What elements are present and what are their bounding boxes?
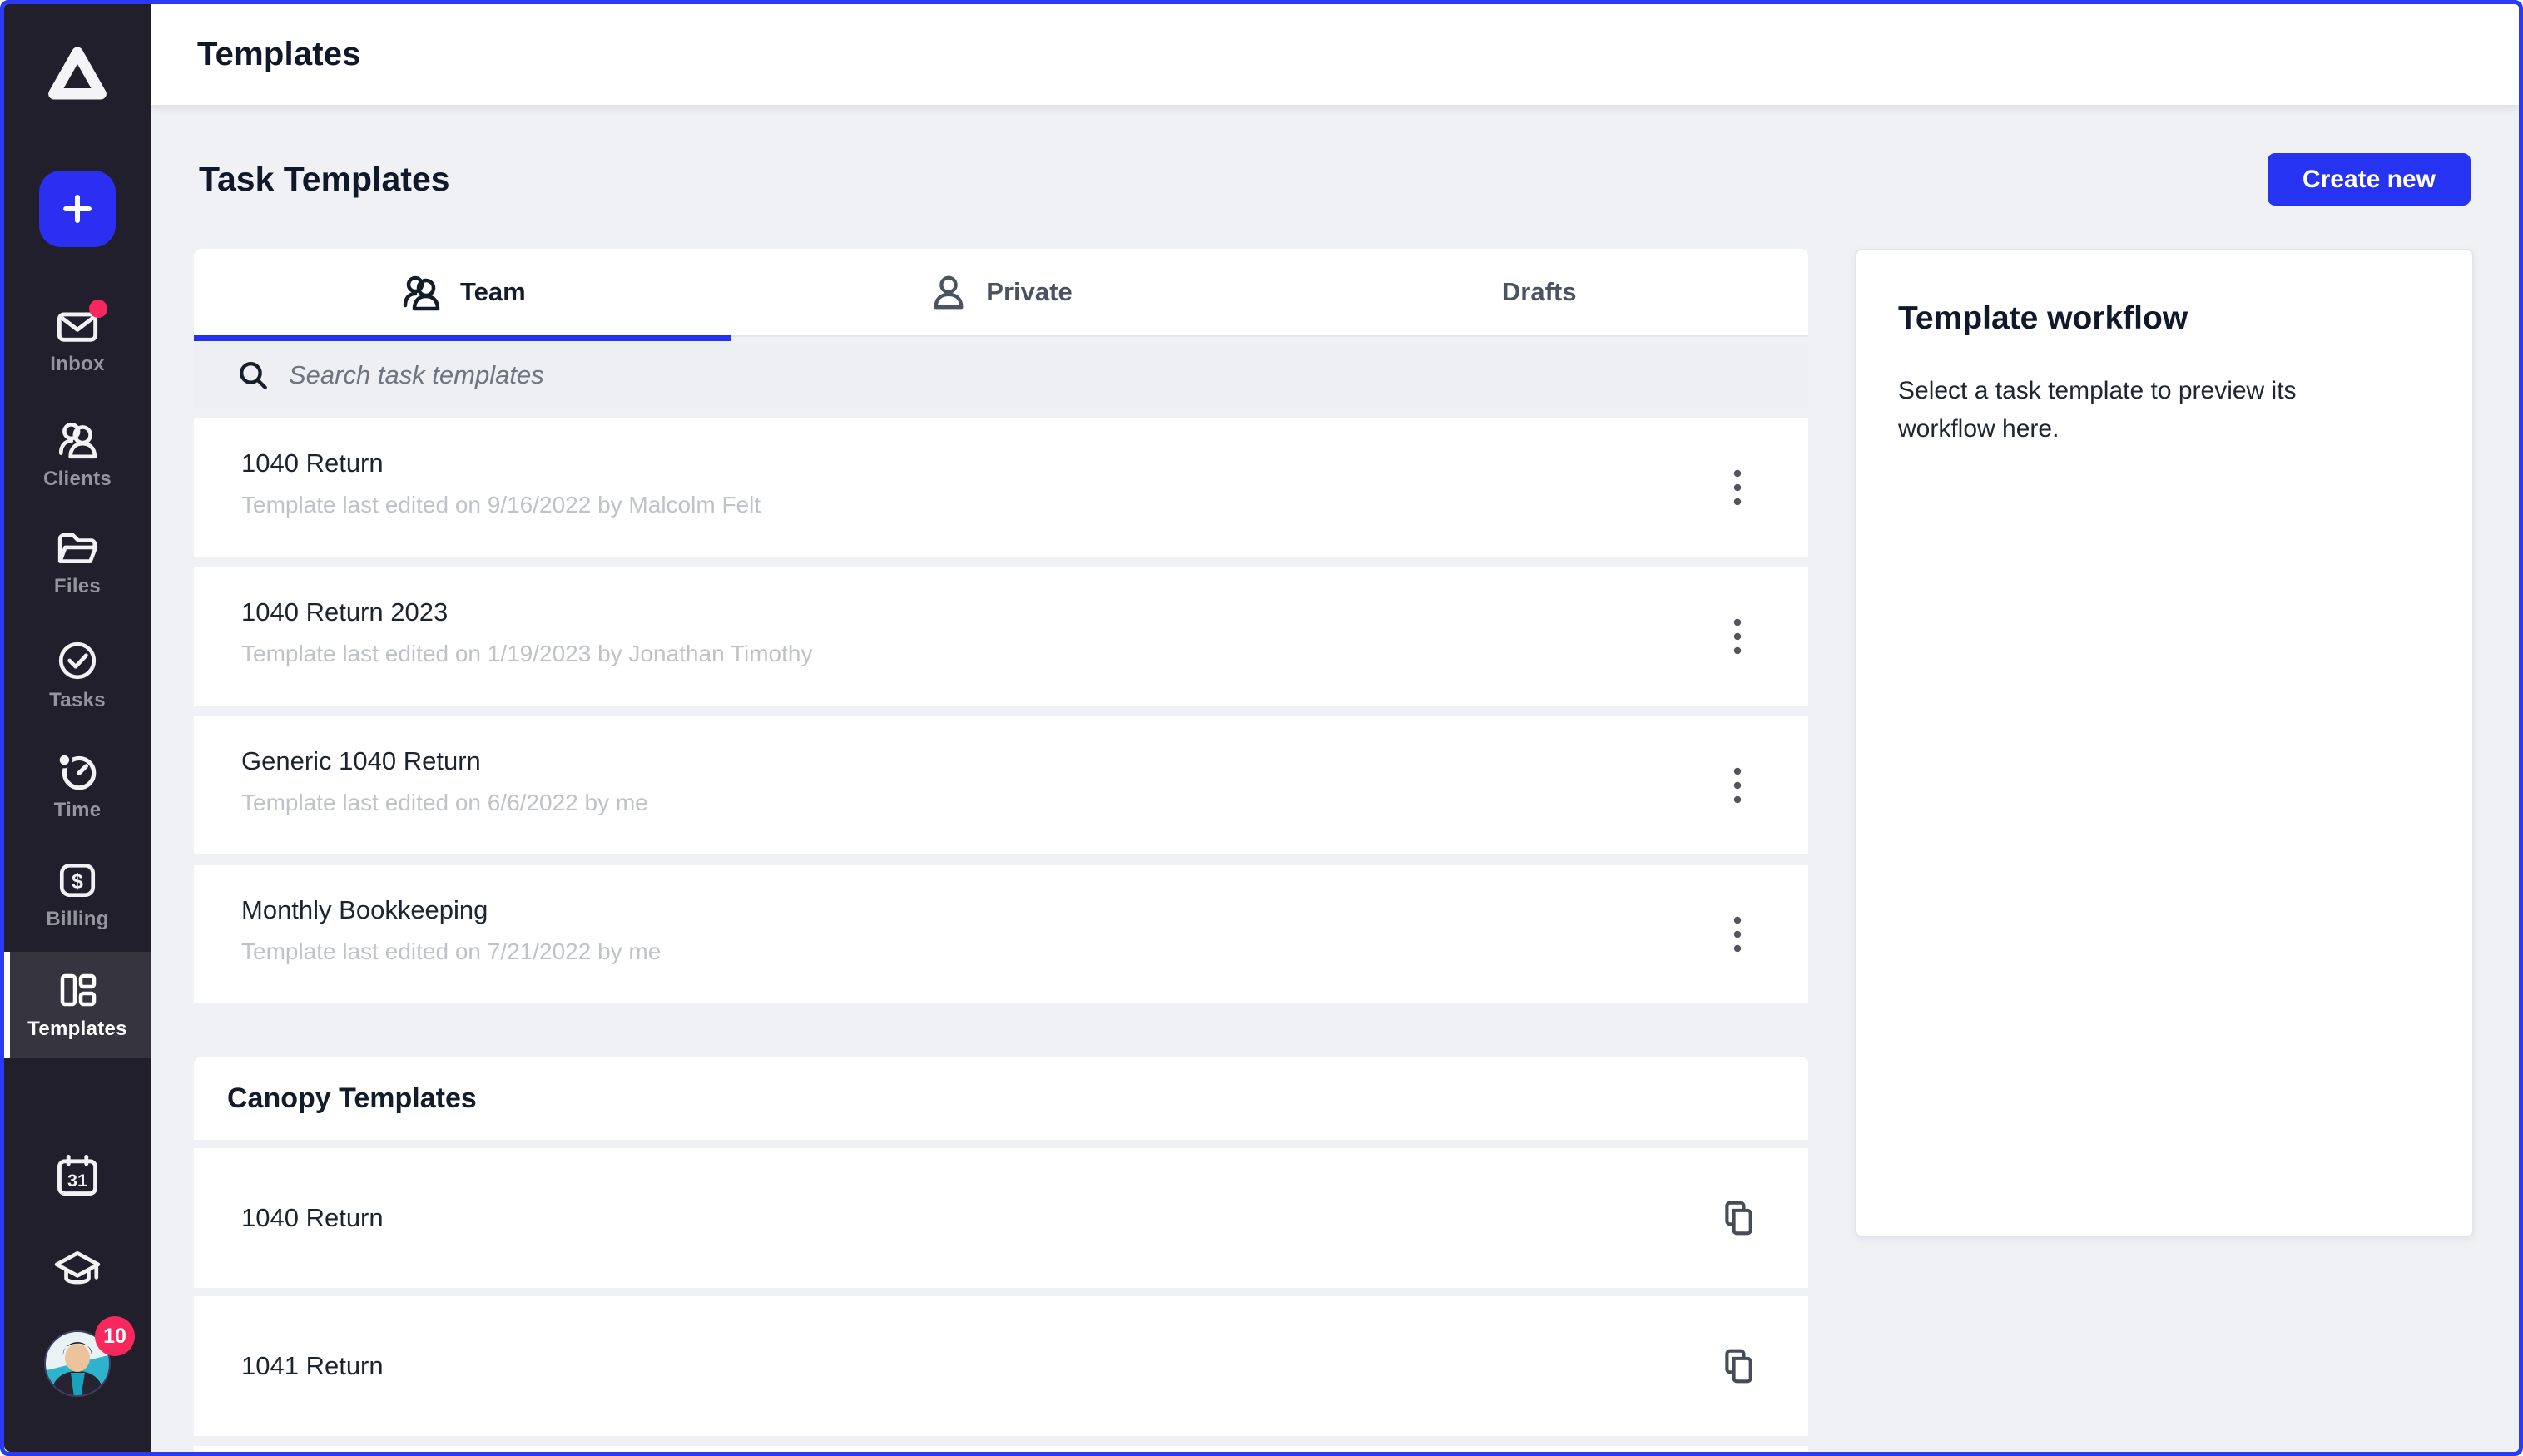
kebab-menu-icon: [1733, 618, 1742, 655]
canopy-template-name: 1040 Return: [241, 1203, 384, 1232]
template-row[interactable]: 1040 Return Template last edited on 9/16…: [194, 418, 1808, 557]
inbox-notification-dot: [89, 300, 107, 318]
row-menu-button[interactable]: [1725, 759, 1750, 812]
sidebar: Inbox Clients Files: [4, 4, 151, 1452]
template-name: Monthly Bookkeeping: [241, 895, 488, 924]
sidebar-item-label: Templates: [27, 1017, 127, 1040]
sidebar-item-label: Files: [53, 575, 102, 597]
tab-drafts[interactable]: Drafts: [1270, 249, 1808, 335]
active-tab-indicator: [194, 335, 731, 341]
template-name: 1040 Return: [241, 448, 384, 478]
copy-icon: [1725, 1349, 1752, 1384]
canopy-templates-header: Canopy Templates: [194, 1057, 1808, 1140]
tabs: Team Private Drafts: [194, 249, 1808, 341]
row-menu-button[interactable]: [1725, 610, 1750, 663]
template-name: Generic 1040 Return: [241, 746, 481, 775]
sidebar-item-files[interactable]: Files: [4, 529, 151, 598]
canopy-template-row-clipped: [194, 1446, 1808, 1452]
sidebar-item-inbox[interactable]: Inbox: [4, 300, 151, 376]
copy-icon: [1725, 1201, 1752, 1236]
duplicate-template-button[interactable]: [1722, 1199, 1757, 1237]
template-row[interactable]: 1040 Return 2023 Template last edited on…: [194, 567, 1808, 706]
templates-column: Team Private Drafts: [194, 249, 1808, 1452]
tab-private[interactable]: Private: [732, 249, 1271, 335]
template-workflow-panel: Template workflow Select a task template…: [1855, 249, 2474, 1237]
svg-text:31: 31: [67, 1171, 87, 1191]
template-meta: Template last edited on 6/6/2022 by me: [241, 790, 648, 815]
search-bar: [194, 343, 1808, 408]
duplicate-template-button[interactable]: [1722, 1347, 1757, 1385]
sidebar-item-education[interactable]: [4, 1247, 151, 1290]
sidebar-item-templates[interactable]: Templates: [4, 952, 151, 1058]
graduation-cap-icon: [53, 1247, 102, 1290]
clients-people-icon: [56, 418, 99, 460]
calendar-icon: 31: [54, 1153, 101, 1198]
canopy-logo: [4, 46, 151, 101]
template-meta: Template last edited on 7/21/2022 by me: [241, 938, 662, 964]
canopy-template-row[interactable]: 1040 Return: [194, 1148, 1808, 1288]
search-input[interactable]: [289, 360, 1808, 390]
team-people-icon: [403, 275, 440, 311]
page-header: Templates: [151, 4, 2519, 105]
section-title: Task Templates: [199, 160, 450, 198]
canopy-template-row[interactable]: 1041 Return: [194, 1296, 1808, 1436]
row-menu-button[interactable]: [1725, 461, 1750, 514]
template-meta: Template last edited on 1/19/2023 by Jon…: [241, 641, 813, 666]
workflow-panel-title: Template workflow: [1898, 300, 2188, 336]
canopy-triangle-icon: [48, 47, 107, 100]
row-menu-button[interactable]: [1725, 908, 1750, 961]
canopy-template-name: 1041 Return: [241, 1351, 384, 1380]
kebab-menu-icon: [1733, 916, 1742, 953]
private-person-icon: [934, 275, 964, 310]
sidebar-item-label: Tasks: [49, 689, 106, 711]
workflow-panel-description: Select a task template to preview its wo…: [1898, 377, 2297, 443]
files-folder-icon: [56, 529, 99, 567]
sidebar-item-label: Time: [53, 799, 102, 821]
tab-label: Team: [459, 277, 526, 306]
svg-text:$: $: [72, 869, 83, 893]
sidebar-item-label: Inbox: [50, 353, 105, 375]
main-content: Task Templates Create new: [151, 105, 2519, 1452]
template-name: 1040 Return 2023: [241, 597, 449, 626]
sidebar-item-tasks[interactable]: Tasks: [4, 640, 151, 712]
billing-dollar-icon: $: [56, 860, 99, 900]
search-icon: [240, 362, 267, 389]
time-timer-icon: [56, 750, 99, 791]
template-row[interactable]: Monthly Bookkeeping Template last edited…: [194, 865, 1808, 1003]
sidebar-item-billing[interactable]: $ Billing: [4, 860, 151, 931]
tab-team[interactable]: Team: [194, 249, 732, 335]
canopy-templates-card: Canopy Templates 1040 Return 1041 Return: [194, 1057, 1808, 1452]
notification-count-badge: 10: [95, 1316, 135, 1356]
task-templates-card: Team Private Drafts: [194, 249, 1808, 1003]
sidebar-item-label: Clients: [42, 468, 112, 490]
templates-grid-icon: [56, 970, 99, 1010]
global-add-button[interactable]: [39, 171, 116, 247]
sidebar-item-time[interactable]: Time: [4, 750, 151, 822]
sidebar-item-clients[interactable]: Clients: [4, 418, 151, 491]
template-row[interactable]: Generic 1040 Return Template last edited…: [194, 716, 1808, 854]
inbox-envelope-icon: [56, 300, 107, 345]
page-title: Templates: [197, 36, 361, 72]
tasks-check-circle-icon: [56, 640, 99, 681]
sidebar-item-label: Billing: [46, 908, 109, 930]
sidebar-item-calendar[interactable]: 31: [4, 1153, 151, 1198]
content-header: Task Templates Create new: [194, 153, 2471, 206]
user-avatar[interactable]: 10: [43, 1316, 135, 1398]
template-meta: Template last edited on 9/16/2022 by Mal…: [241, 492, 761, 518]
plus-icon: [63, 195, 92, 223]
create-new-button[interactable]: Create new: [2267, 153, 2471, 206]
kebab-menu-icon: [1733, 469, 1742, 506]
kebab-menu-icon: [1733, 767, 1742, 804]
tab-label: Drafts: [1501, 277, 1577, 306]
canopy-templates-title: Canopy Templates: [227, 1082, 477, 1114]
tab-label: Private: [986, 277, 1073, 306]
